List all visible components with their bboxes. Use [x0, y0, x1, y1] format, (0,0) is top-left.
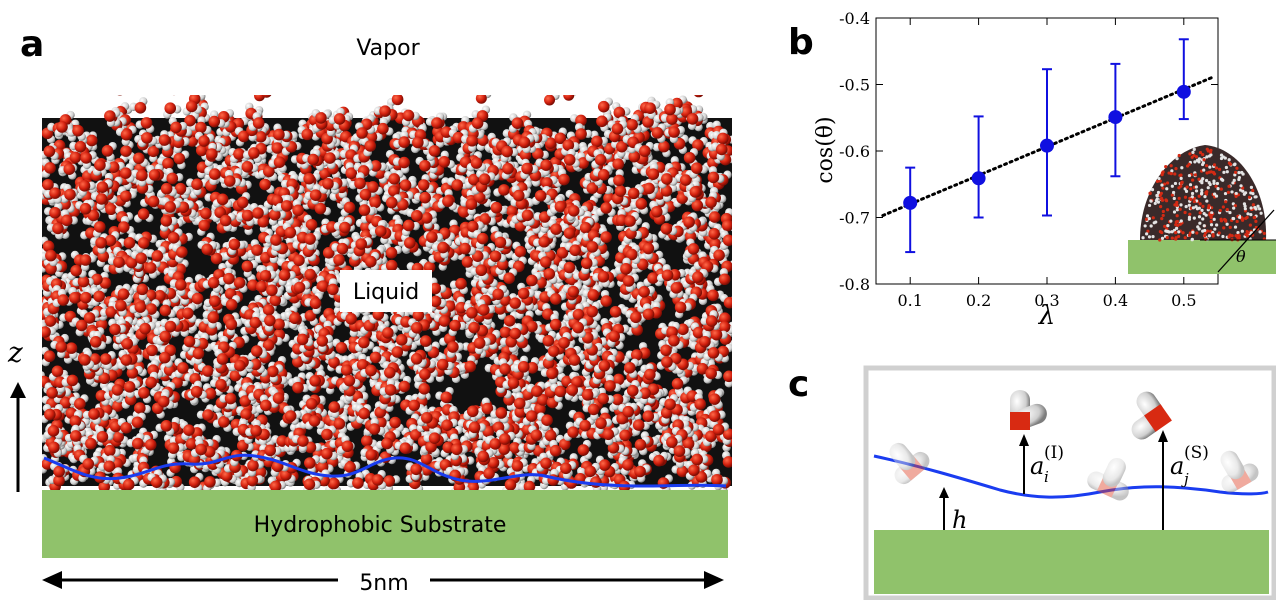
hydrophobic-substrate: [42, 490, 728, 558]
panel-b-letter: b: [788, 22, 814, 63]
inset-tangent-line: [1217, 209, 1275, 273]
inset-angle-label: θ: [1236, 247, 1246, 266]
y-tick-label: -0.6: [839, 142, 870, 161]
aj-label: a: [1170, 452, 1184, 480]
data-point: [1176, 84, 1191, 99]
molecule-surface: [1131, 391, 1172, 440]
scale-label: 5nm: [359, 571, 408, 596]
substrate-label: Hydrophobic Substrate: [254, 513, 507, 538]
inset-substrate: [1128, 240, 1276, 274]
scale-left-arrowhead-icon: [42, 571, 62, 589]
panel-c-interface-line: [873, 454, 1269, 499]
y-tick-label: -0.8: [839, 275, 870, 294]
scale-right-arrowhead-icon: [704, 571, 724, 589]
y-ticks: -0.8 -0.7 -0.6 -0.5 -0.4: [839, 9, 1218, 294]
x-tick-label: 0.4: [1103, 291, 1128, 310]
x-tick-label: 0.1: [897, 291, 922, 310]
panel-c: c: [788, 364, 1276, 600]
vapor-label: Vapor: [356, 36, 420, 61]
data-point: [1108, 110, 1123, 125]
y-tick-label: -0.7: [839, 209, 870, 228]
inset-droplet: θ: [1128, 145, 1276, 274]
aj-arrowhead-icon: [1158, 430, 1168, 442]
faded-molecules: [889, 442, 1259, 501]
x-ticks: 0.1 0.2 0.3 0.4 0.5: [897, 18, 1197, 310]
ai-label: a: [1030, 452, 1044, 480]
y-tick-label: -0.4: [839, 9, 870, 28]
panel-a: a Vapor Hydrophobic Substrate Liquid z 5…: [7, 24, 732, 596]
x-axis-label: λ: [1038, 301, 1055, 331]
z-axis-arrowhead-icon: [10, 382, 26, 398]
h-label: h: [952, 506, 967, 534]
panel-c-letter: c: [788, 364, 809, 405]
z-axis-label: z: [7, 336, 23, 369]
x-tick-label: 0.5: [1171, 291, 1196, 310]
ai-subscript: i: [1044, 468, 1049, 486]
liquid-label: Liquid: [353, 280, 419, 305]
inset-droplet-texture: [1141, 147, 1266, 242]
fit-line: [881, 76, 1213, 218]
instantaneous-interface-line: [43, 453, 727, 488]
panel-a-letter: a: [20, 24, 44, 65]
liquid-label-box: [340, 270, 432, 312]
y-axis-label: cos(θ): [813, 116, 838, 183]
molecule-interfacial: [1010, 390, 1047, 430]
aj-subscript: j: [1181, 470, 1189, 488]
data-point: [971, 171, 986, 186]
data-point: [903, 195, 918, 210]
ai-arrowhead-icon: [1019, 434, 1029, 446]
x-tick-label: 0.3: [1034, 291, 1059, 310]
aj-superscript: (S): [1184, 443, 1209, 463]
data-point: [1040, 138, 1054, 153]
h-arrowhead-icon: [939, 487, 949, 498]
chart-marks: [881, 38, 1213, 254]
x-tick-label: 0.2: [966, 291, 991, 310]
y-tick-label: -0.5: [839, 76, 870, 95]
panel-c-substrate: [874, 530, 1269, 594]
ai-superscript: (I): [1044, 443, 1064, 463]
panel-b: b -0.8 -0.7 -0.6 -0.5 -0.4 0.1 0.2 0.3 0.4 0.5 c…: [788, 9, 1276, 331]
